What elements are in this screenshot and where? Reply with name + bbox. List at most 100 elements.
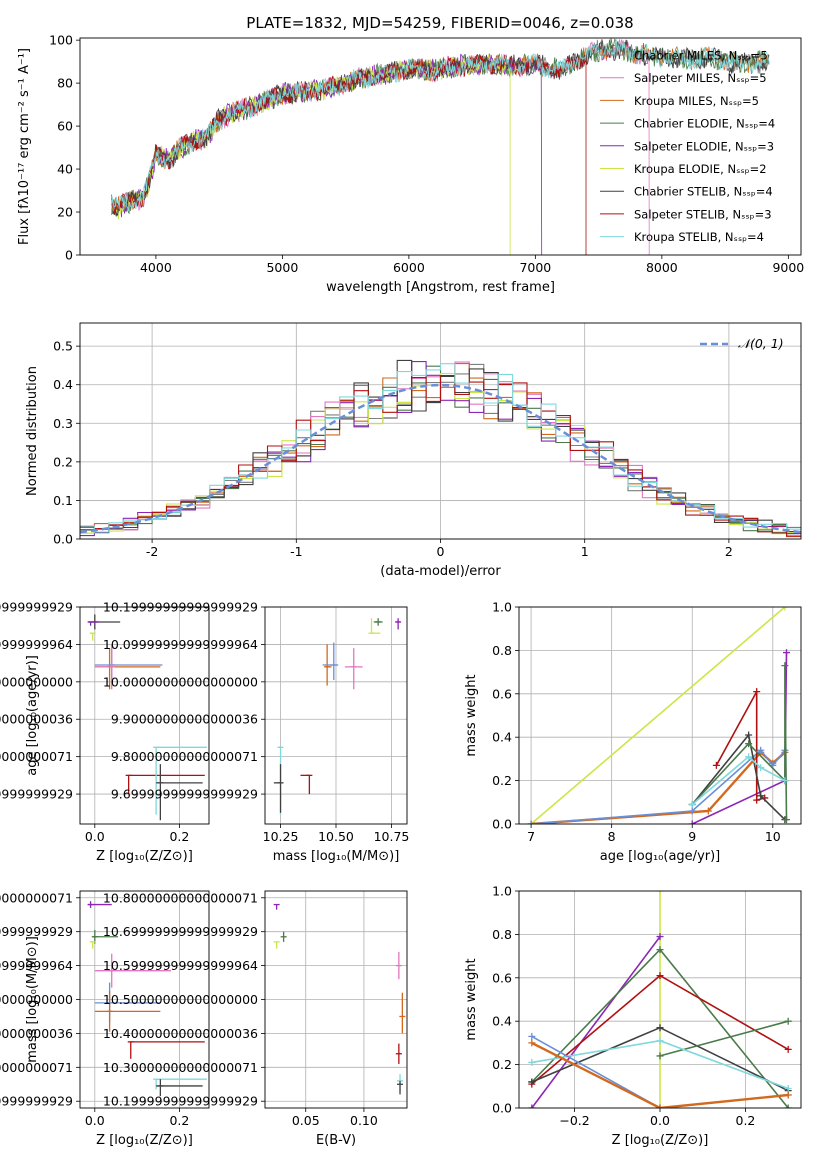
spectrum-line <box>111 54 587 255</box>
y-tick-label: 0.4 <box>492 1014 512 1029</box>
x-axis-label: mass [log₁₀(M/M⊙)] <box>273 849 400 864</box>
x-tick-label: −0.2 <box>559 1113 589 1128</box>
y-tick-label: 10.50000000000000000 <box>103 992 258 1007</box>
weight-series <box>528 933 664 1108</box>
panel-mass-vs-Z: 0.0 0.2 10.19999999999999929 10.30000000000… <box>0 890 210 1148</box>
figure-title: PLATE=1832, MJD=54259, FIBERID=0046, z=0… <box>246 14 633 32</box>
x-tick-label: 8000 <box>646 260 678 275</box>
y-tick-label: 1.0 <box>492 600 512 615</box>
y-tick-label: 10.40000000000000036 <box>0 1026 73 1041</box>
weight-marker <box>712 761 720 769</box>
x-axis-label: Z [log₁₀(Z/Z⊙)] <box>96 849 193 864</box>
y-tick-label: 0.4 <box>53 377 73 392</box>
y-tick-label: 0.8 <box>492 927 512 942</box>
y-tick-label: 10.19999999999999929 <box>103 600 258 615</box>
y-tick-label: 10.30000000000000071 <box>103 1060 258 1075</box>
y-tick-label: 10.40000000000000036 <box>103 1026 258 1041</box>
y-axis-label: Flux [fλ10⁻¹⁷ erg cm⁻² s⁻¹ A⁻¹] <box>17 48 32 245</box>
errorbar-point <box>94 953 171 988</box>
errorbar-point <box>153 746 207 815</box>
weight-series <box>527 607 789 824</box>
plot-area <box>87 614 207 821</box>
panel-age-vs-Z: 0.0 0.2 9.69999999999999929 9.8000000000000… <box>0 600 210 864</box>
x-tick-label: 7 <box>527 829 535 844</box>
weight-marker <box>528 1039 536 1047</box>
errorbar-point <box>395 1043 402 1064</box>
axes-frame <box>264 606 408 825</box>
x-axis-label: Z [log₁₀(Z/Z⊙)] <box>96 1133 193 1148</box>
errorbar-point <box>395 618 402 630</box>
weight-line <box>691 665 788 820</box>
plot-area <box>273 903 406 1095</box>
errorbar-point <box>322 642 339 680</box>
axes-frame <box>79 890 210 1109</box>
errorbar-point <box>273 764 284 813</box>
weight-marker <box>528 1078 536 1086</box>
weight-marker <box>757 764 765 772</box>
weight-marker <box>784 1104 792 1108</box>
plot-area <box>111 38 770 255</box>
weight-line <box>691 733 786 821</box>
x-tick-label: -1 <box>290 544 302 559</box>
y-tick-label: 9.90000000000000036 <box>0 712 73 727</box>
errorbar-point <box>397 1080 404 1095</box>
x-tick-label: 0.0 <box>650 1113 670 1128</box>
y-tick-label: 9.90000000000000036 <box>111 712 258 727</box>
weight-marker <box>656 891 664 895</box>
y-tick-label: 10.80000000000000071 <box>103 890 258 905</box>
legend-entry: 𝒩(0, 1) <box>738 336 784 351</box>
weight-marker <box>527 820 535 824</box>
plot-area <box>80 359 801 538</box>
weight-marker <box>745 731 753 739</box>
weight-marker <box>757 792 765 800</box>
y-tick-label: 10.59999999999999964 <box>0 958 73 973</box>
y-tick-label: 10.19999999999999929 <box>0 1094 73 1109</box>
weight-series <box>528 1037 792 1092</box>
y-tick-label: 10.59999999999999964 <box>103 958 258 973</box>
panel-age-vs-mass: 10.25 10.50 10.75 9.69999999999999929 9.8000… <box>103 600 409 865</box>
errorbar-point <box>373 618 383 626</box>
errorbar-point <box>94 991 161 1032</box>
weight-marker <box>688 800 696 808</box>
x-tick-label: 10 <box>765 829 781 844</box>
y-tick-label: 9.80000000000000071 <box>0 749 73 764</box>
weight-marker <box>656 972 664 980</box>
x-tick-label: 7000 <box>519 260 551 275</box>
axes-frame <box>79 606 210 825</box>
legend-entry: Chabrier MILES, Nₛₛₚ=5 <box>634 49 768 63</box>
errorbar-point <box>156 764 203 821</box>
y-tick-label: 10.69999999999999929 <box>103 924 258 939</box>
y-tick-label: 10.00000000000000000 <box>0 674 73 689</box>
legend-entry: Salpeter ELODIE, Nₛₛₚ=3 <box>634 139 774 153</box>
y-tick-label: 10.19999999999999929 <box>0 600 73 615</box>
y-axis-label: mass weight <box>464 674 479 756</box>
errorbar-point <box>280 931 287 942</box>
y-tick-label: 20 <box>57 205 73 220</box>
weight-marker <box>528 1104 536 1108</box>
errorbar-point <box>89 941 96 949</box>
x-tick-label: 10.25 <box>263 829 299 844</box>
weight-marker <box>656 1024 664 1032</box>
weight-series <box>528 972 792 1088</box>
y-tick-label: 0.0 <box>53 532 73 547</box>
y-tick-label: 80 <box>57 76 73 91</box>
weight-marker <box>781 662 789 670</box>
errorbar-point <box>94 644 115 690</box>
errorbar-point <box>87 621 100 626</box>
legend-entry: Salpeter MILES, Nₛₛₚ=5 <box>634 71 767 85</box>
y-tick-label: 0.2 <box>53 454 73 469</box>
spectrum-line <box>111 38 770 212</box>
x-tick-label: 0.0 <box>85 829 105 844</box>
errorbar-point <box>87 901 112 908</box>
errorbar-point <box>125 774 205 795</box>
y-tick-label: 100 <box>49 33 73 48</box>
x-tick-label: 8 <box>608 829 616 844</box>
y-tick-label: 10.69999999999999929 <box>0 924 73 939</box>
errorbar-point <box>368 618 381 634</box>
errorbar-point <box>156 1079 203 1097</box>
errorbar-point <box>273 941 280 949</box>
x-tick-label: -2 <box>146 544 158 559</box>
weight-marker <box>528 1032 536 1040</box>
y-tick-label: 0.1 <box>53 493 73 508</box>
axes-frame <box>79 322 802 540</box>
